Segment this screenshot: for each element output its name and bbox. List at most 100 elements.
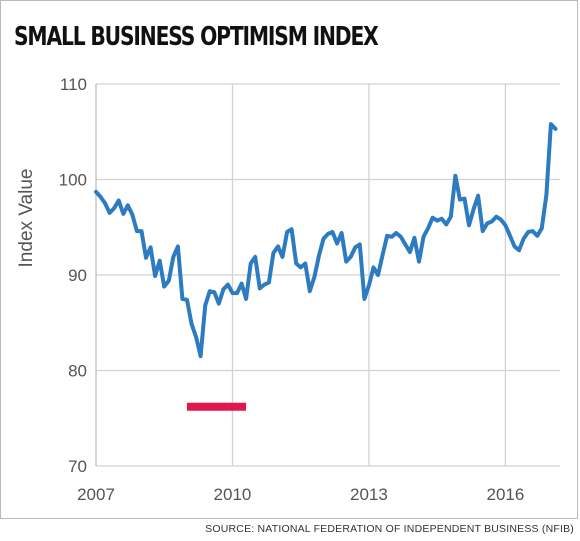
data-point [226,283,230,287]
data-point [344,260,348,264]
data-point [130,213,134,217]
data-point [367,283,371,288]
data-point [403,242,407,246]
data-point [417,260,421,264]
data-point [503,223,507,227]
data-point [485,221,489,225]
x-tick-label: 2016 [486,485,524,504]
data-point [121,212,125,216]
chart-title: SMALL BUSINESS OPTIMISM INDEX [14,22,379,52]
data-point [531,229,535,233]
data-point [349,255,353,259]
data-point [180,297,184,301]
data-point [290,227,294,231]
data-point [453,174,457,178]
data-point [458,198,462,202]
data-point [208,289,212,293]
y-tick-label: 100 [59,171,87,190]
data-point [522,237,526,241]
data-point [340,231,344,235]
data-point [390,235,394,239]
y-tick-label: 70 [68,457,87,476]
data-point [476,194,480,198]
data-point [449,215,453,219]
data-point [512,244,517,248]
data-point [540,226,544,230]
data-point [494,215,498,219]
data-point [285,230,289,234]
x-tick-label: 2013 [350,485,388,504]
data-point [394,231,398,235]
data-point [353,245,357,249]
data-point [139,229,144,233]
data-point [481,229,485,233]
data-point [326,232,330,236]
data-point [553,127,558,131]
data-point [126,203,130,207]
data-point [271,251,275,255]
data-point [408,250,412,254]
data-point [467,223,471,227]
data-point [158,259,162,263]
data-point [217,302,221,306]
data-point [267,281,271,285]
data-point [462,197,467,201]
data-point [135,229,139,233]
data-point [212,290,216,294]
data-point [535,234,539,238]
data-point [544,193,549,197]
data-point [490,219,494,224]
data-point [167,279,171,283]
data-point [330,230,335,234]
data-point [358,242,362,246]
data-point [103,201,107,205]
data-point [421,235,426,239]
data-point [299,265,303,269]
data-point [98,195,103,199]
data-point [362,297,366,301]
data-point [235,291,239,295]
y-tick-label: 110 [60,75,87,94]
data-point [221,287,225,291]
data-point [385,234,389,238]
data-point [230,291,235,295]
data-point [253,255,257,259]
x-tick-label: 2007 [77,485,115,504]
data-point [399,235,403,239]
data-point [117,198,121,203]
y-axis-label: Index Value [16,169,37,268]
data-point [144,256,148,260]
data-point [312,275,316,279]
data-point [149,245,153,249]
data-point [249,261,253,266]
series-line [94,122,558,359]
data-point [244,297,248,301]
data-point [435,219,439,223]
data-point [199,354,203,358]
data-point [108,211,112,215]
data-point [262,283,266,287]
data-point [176,244,180,248]
data-point [412,236,416,240]
data-point [276,244,280,248]
data-point [203,304,207,308]
data-point [321,237,326,241]
data-point [162,284,166,289]
data-point [189,322,194,326]
data-point [112,206,116,210]
data-point [317,254,321,258]
data-point [549,122,553,126]
data-point [194,335,198,339]
data-point [444,222,448,226]
data-point [240,282,244,286]
data-point [472,207,476,211]
data-point [294,261,298,266]
data-point [171,255,175,259]
data-point [431,216,435,220]
y-tick-label: 80 [68,362,87,381]
data-point [376,273,380,277]
data-point [185,298,189,302]
data-point [258,286,262,290]
data-point [426,226,430,230]
data-point [526,230,530,234]
